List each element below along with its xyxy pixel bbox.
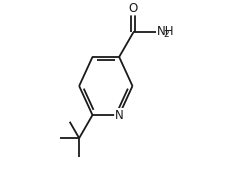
Text: NH: NH [156, 25, 174, 38]
Text: O: O [129, 2, 138, 15]
Text: N: N [115, 109, 124, 122]
Text: 2: 2 [164, 30, 169, 39]
